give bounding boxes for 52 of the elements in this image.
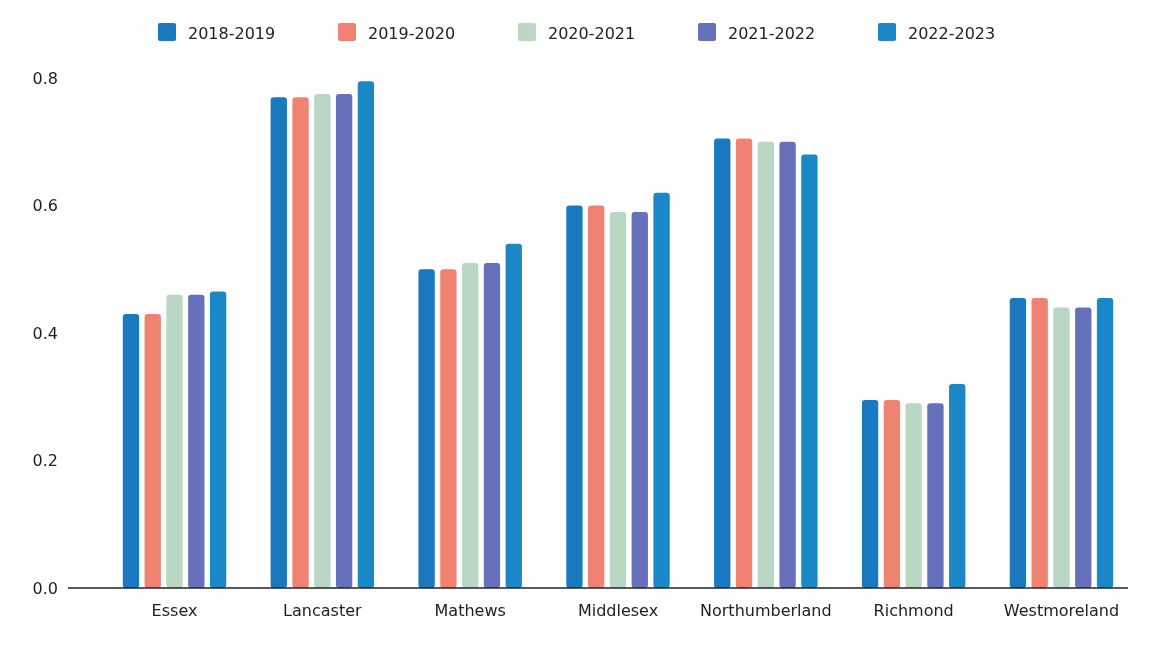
bar <box>1009 297 1027 588</box>
bar <box>440 269 457 588</box>
bar <box>757 141 774 588</box>
bar <box>927 403 944 588</box>
bar <box>588 205 605 588</box>
bar <box>566 205 583 588</box>
bar <box>418 269 435 588</box>
bar <box>270 97 287 588</box>
x-tick-label: Middlesex <box>577 601 659 620</box>
bar <box>209 291 227 588</box>
x-tick-label: Westmoreland <box>1003 601 1120 620</box>
y-tick-label: 0.8 <box>32 68 58 88</box>
bar <box>883 399 901 588</box>
bar <box>505 243 522 588</box>
bar <box>631 211 648 588</box>
bar <box>483 262 501 588</box>
bar <box>735 138 753 588</box>
bar <box>188 294 205 588</box>
y-tick-label: 0.2 <box>32 451 58 471</box>
bar <box>1075 307 1092 588</box>
legend-label: 2020-2021 <box>548 23 636 43</box>
bar <box>1031 297 1048 588</box>
x-tick-label: Lancaster <box>283 601 363 620</box>
bar <box>166 294 183 588</box>
bar <box>1096 297 1114 588</box>
bar <box>292 97 309 588</box>
bar <box>905 403 922 588</box>
bar <box>122 313 140 588</box>
bar <box>609 211 627 588</box>
bar <box>714 138 731 588</box>
legend-label: 2021-2022 <box>728 23 816 43</box>
bar <box>462 262 479 588</box>
y-tick-label: 0.4 <box>32 323 58 343</box>
legend-label: 2022-2023 <box>908 23 996 43</box>
x-tick-label: Essex <box>151 601 198 620</box>
bar <box>144 313 161 588</box>
y-tick-label: 0.6 <box>32 196 58 216</box>
bar <box>653 192 670 588</box>
bar <box>314 93 331 588</box>
bar <box>801 154 818 588</box>
legend-label: 2019-2020 <box>368 23 456 43</box>
bar <box>949 384 966 588</box>
bar <box>335 93 353 588</box>
bar <box>861 399 879 588</box>
bar <box>1053 307 1070 588</box>
x-tick-label: Northumberland <box>700 601 832 620</box>
x-tick-label: Mathews <box>434 601 506 620</box>
legend-label: 2018-2019 <box>188 23 276 43</box>
y-tick-label: 0.0 <box>32 578 58 598</box>
bar <box>779 141 796 588</box>
x-tick-label: Richmond <box>873 601 954 620</box>
bar <box>357 81 375 588</box>
